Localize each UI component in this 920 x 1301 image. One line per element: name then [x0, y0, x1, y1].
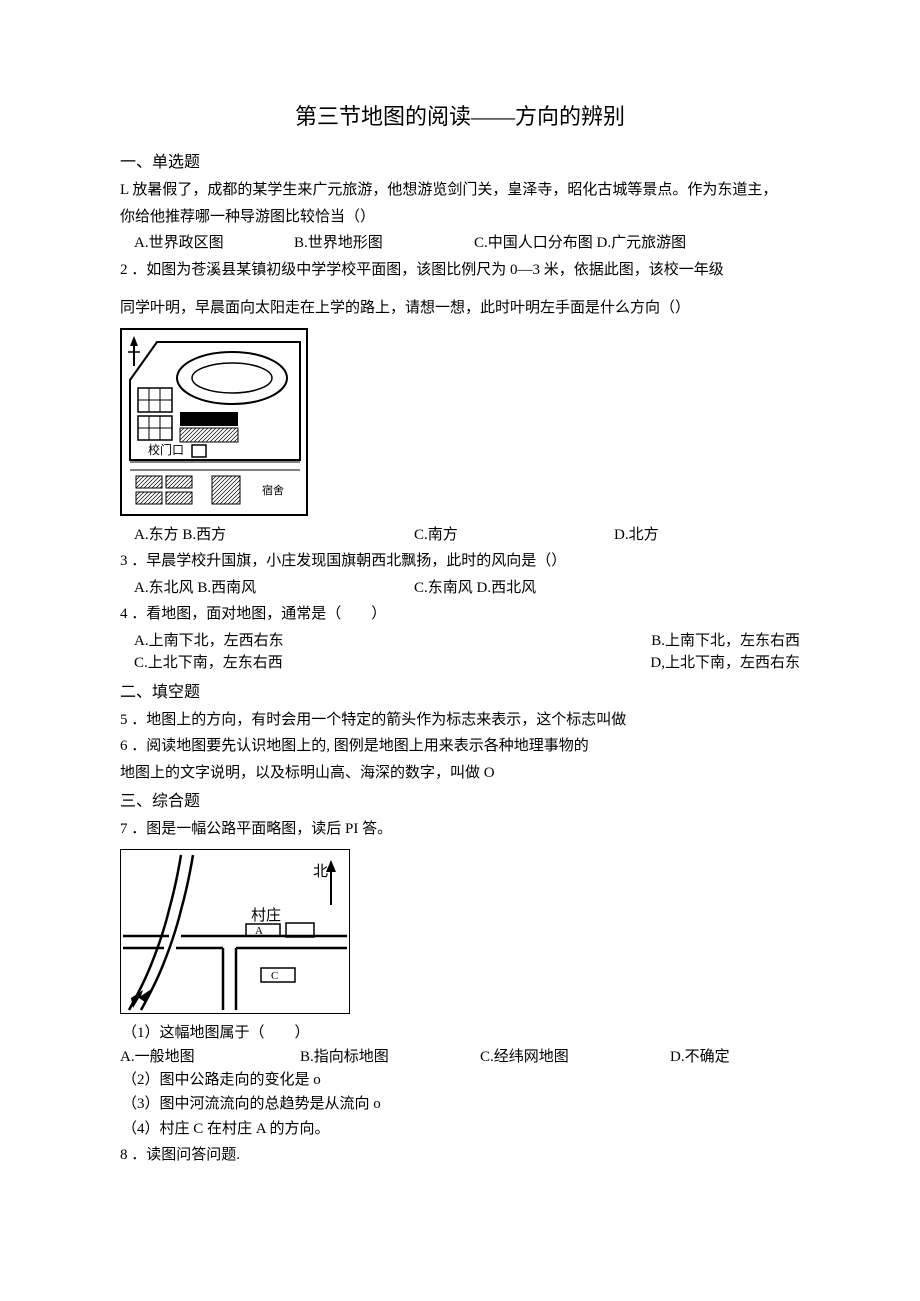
- q2-line2: 同学叶明，早晨面向太阳走在上学的路上，请想一想，此时叶明左手面是什么方向（）: [120, 297, 800, 320]
- q7-sub3: （3）图中河流流向的总趋势是从流向 o: [120, 1093, 800, 1116]
- svg-text:宿舍: 宿舍: [262, 483, 284, 497]
- question-8: 8 ．读图问答问题.: [120, 1144, 800, 1167]
- q3-options: A.东北风 B.西南风 C.东南风 D.西北风: [120, 577, 800, 600]
- q1-option-cd: C.中国人口分布图 D.广元旅游图: [474, 232, 686, 255]
- q5-text: 5 ．地图上的方向，有时会用一个特定的箭头作为标志来表示，这个标志叫做: [120, 709, 800, 732]
- q1-option-a: A.世界政区图: [134, 232, 294, 255]
- question-5: 5 ．地图上的方向，有时会用一个特定的箭头作为标志来表示，这个标志叫做: [120, 709, 800, 732]
- section-3-header: 三、综合题: [120, 790, 800, 814]
- road-map-figure: 北 村庄 A C: [120, 849, 800, 1014]
- section-2-header: 二、填空题: [120, 681, 800, 705]
- question-4: 4 ．看地图，面对地图，通常是（ ） A.上南下北，左西右东 B.上南下北，左东…: [120, 603, 800, 675]
- school-map: 校门口 宿舍: [120, 328, 308, 516]
- q6-line1: 6 ．阅读地图要先认识地图上的, 图例是地图上用来表示各种地理事物的: [120, 735, 800, 758]
- q7-option-c: C.经纬网地图: [480, 1046, 670, 1069]
- q2-option-d: D.北方: [614, 524, 659, 547]
- q6-line2: 地图上的文字说明，以及标明山高、海深的数字，叫做 O: [120, 762, 800, 785]
- q2-option-ab: A.东方 B.西方: [134, 524, 414, 547]
- svg-text:校门口: 校门口: [148, 442, 184, 457]
- question-3: 3 ．早晨学校升国旗，小庄发现国旗朝西北飘扬，此时的风向是（） A.东北风 B.…: [120, 550, 800, 599]
- q1-option-b: B.世界地形图: [294, 232, 474, 255]
- q3-option-ab: A.东北风 B.西南风: [134, 577, 414, 600]
- q7-option-a: A.一般地图: [120, 1046, 300, 1069]
- q7-text: 7 ．图是一幅公路平面略图，读后 PI 答。: [120, 818, 800, 841]
- section-1-header: 一、单选题: [120, 151, 800, 175]
- village-a-label: A: [255, 925, 263, 937]
- q2-option-c: C.南方: [414, 524, 614, 547]
- question-6: 6 ．阅读地图要先认识地图上的, 图例是地图上用来表示各种地理事物的 地图上的文…: [120, 735, 800, 784]
- q8-text: 8 ．读图问答问题.: [120, 1144, 800, 1167]
- q4-options: A.上南下北，左西右东 B.上南下北，左东右西 C.上北下南，左东右西 D,上北…: [120, 630, 800, 675]
- north-label: 北: [313, 863, 328, 880]
- q4-option-c: C.上北下南，左东右西: [134, 652, 650, 675]
- q3-text: 3 ．早晨学校升国旗，小庄发现国旗朝西北飘扬，此时的风向是（）: [120, 550, 800, 573]
- q7-sub2: （2）图中公路走向的变化是 o: [120, 1069, 800, 1092]
- q4-option-d: D,上北下南，左西右东: [650, 652, 800, 675]
- question-2: 2 ．如图为苍溪县某镇初级中学学校平面图，该图比例尺为 0—3 米，依据此图，该…: [120, 259, 800, 547]
- q2-line1: 2 ．如图为苍溪县某镇初级中学学校平面图，该图比例尺为 0—3 米，依据此图，该…: [120, 259, 800, 282]
- road-map: 北 村庄 A C: [120, 849, 350, 1014]
- q2-options: A.东方 B.西方 C.南方 D.北方: [120, 524, 800, 547]
- q4-text: 4 ．看地图，面对地图，通常是（ ）: [120, 603, 800, 626]
- q3-option-cd: C.东南风 D.西北风: [414, 577, 536, 600]
- village-c-label: C: [271, 970, 278, 982]
- school-map-figure: 校门口 宿舍: [120, 328, 800, 516]
- question-1: L 放暑假了，成都的某学生来广元旅游，他想游览剑门关，皇泽寺，昭化古城等景点。作…: [120, 179, 800, 255]
- village-label: 村庄: [251, 906, 281, 924]
- q7-sub4: （4）村庄 C 在村庄 A 的方向。: [120, 1118, 800, 1141]
- q7-option-d: D.不确定: [670, 1046, 730, 1069]
- school-map-svg: 校门口 宿舍: [122, 330, 306, 514]
- q7-sub1: （1）这幅地图属于（ ）: [120, 1022, 800, 1045]
- q7-option-b: B.指向标地图: [300, 1046, 480, 1069]
- q1-line2: 你给他推荐哪一种导游图比较恰当（）: [120, 206, 800, 229]
- q4-option-b: B.上南下北，左东右西: [651, 630, 800, 653]
- q1-line1: L 放暑假了，成都的某学生来广元旅游，他想游览剑门关，皇泽寺，昭化古城等景点。作…: [120, 179, 800, 202]
- road-map-svg: 北 村庄 A C: [121, 850, 349, 1013]
- page-title: 第三节地图的阅读——方向的辨别: [120, 100, 800, 133]
- q7-options: A.一般地图 B.指向标地图 C.经纬网地图 D.不确定: [120, 1046, 800, 1069]
- q1-options: A.世界政区图 B.世界地形图 C.中国人口分布图 D.广元旅游图: [120, 232, 800, 255]
- question-7: 7 ．图是一幅公路平面略图，读后 PI 答。 北 村庄 A: [120, 818, 800, 1140]
- q4-option-a: A.上南下北，左西右东: [134, 630, 651, 653]
